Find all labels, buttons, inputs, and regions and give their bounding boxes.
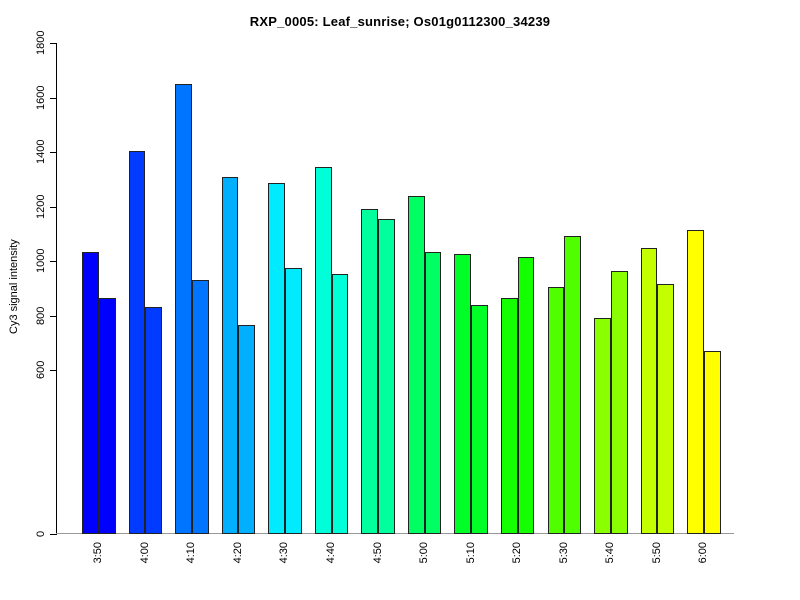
x-tick-label: 4:50 (371, 542, 384, 564)
x-tick-label: 5:50 (650, 542, 663, 564)
y-tick-mark (50, 534, 56, 535)
bar (471, 305, 488, 534)
bar (82, 251, 99, 534)
y-tick-label: 1800 (35, 30, 47, 56)
y-tick-label: 1600 (35, 85, 47, 110)
bar (284, 268, 302, 534)
x-tick-label: 4:10 (185, 542, 198, 564)
y-tick-mark (50, 206, 56, 208)
bar (407, 196, 425, 534)
x-tick-label: 5:30 (557, 542, 570, 564)
y-tick-label: 800 (35, 306, 47, 325)
y-axis-line (56, 43, 57, 535)
x-axis-baseline (56, 533, 734, 534)
x-tick-label: 4:40 (325, 542, 337, 564)
x-tick-label: 4:00 (138, 542, 151, 564)
bar (594, 317, 611, 534)
x-tick-label: 5:20 (511, 542, 524, 564)
bar (98, 298, 116, 534)
chart-title: RXP_0005: Leaf_sunrise; Os01g0112300_342… (249, 14, 551, 29)
y-tick-label: 1400 (35, 139, 47, 165)
bar (454, 254, 472, 534)
x-tick-label: 5:10 (464, 542, 477, 564)
bar (703, 350, 721, 534)
bar (314, 167, 332, 534)
y-tick-label: 1000 (35, 248, 47, 274)
y-tick-mark (50, 261, 56, 263)
bar (517, 257, 535, 534)
x-tick-label: 4:30 (278, 542, 291, 564)
y-tick-label: 600 (35, 361, 47, 380)
bar (238, 325, 256, 534)
bar (191, 280, 209, 534)
y-tick-mark (50, 315, 56, 317)
bar (687, 230, 704, 534)
bar (268, 182, 285, 534)
bar (221, 177, 239, 534)
bar (500, 298, 518, 534)
bar (547, 287, 565, 534)
y-tick-mark (50, 370, 56, 372)
x-tick-label: 5:40 (604, 542, 617, 564)
bar (610, 271, 628, 534)
bar (128, 151, 146, 534)
x-tick-label: 5:00 (418, 542, 431, 564)
bar (145, 307, 163, 534)
y-tick-label: 1200 (35, 194, 47, 219)
y-tick-mark (50, 97, 56, 99)
x-tick-label: 4:20 (231, 542, 244, 564)
y-tick-mark (50, 152, 56, 154)
bar (640, 248, 658, 534)
bar (175, 83, 192, 534)
x-tick-label: 6:00 (697, 542, 710, 564)
x-tick-label: 3:50 (92, 542, 105, 564)
bar (331, 274, 349, 534)
bar (378, 218, 395, 534)
bar (424, 251, 442, 534)
y-tick-mark (50, 43, 56, 44)
bar (657, 283, 675, 534)
y-tick-label: 0 (35, 530, 47, 538)
bar (564, 236, 581, 534)
y-axis-label: Cy3 signal intensity (8, 239, 20, 335)
bar (361, 209, 379, 534)
